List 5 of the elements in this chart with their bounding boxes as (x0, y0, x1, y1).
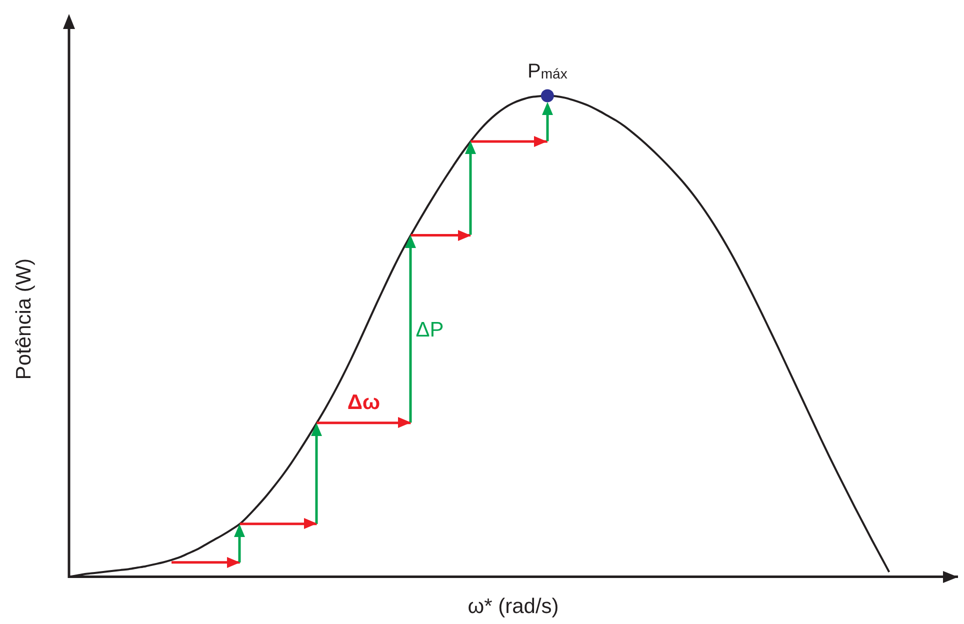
series-label: Δω (347, 390, 380, 414)
annotation: ΔP (416, 318, 444, 342)
y-axis-title: Potência (W) (12, 258, 36, 380)
x-axis-title: ω* (rad/s) (468, 595, 559, 618)
series-label: Pmáx (528, 60, 568, 82)
